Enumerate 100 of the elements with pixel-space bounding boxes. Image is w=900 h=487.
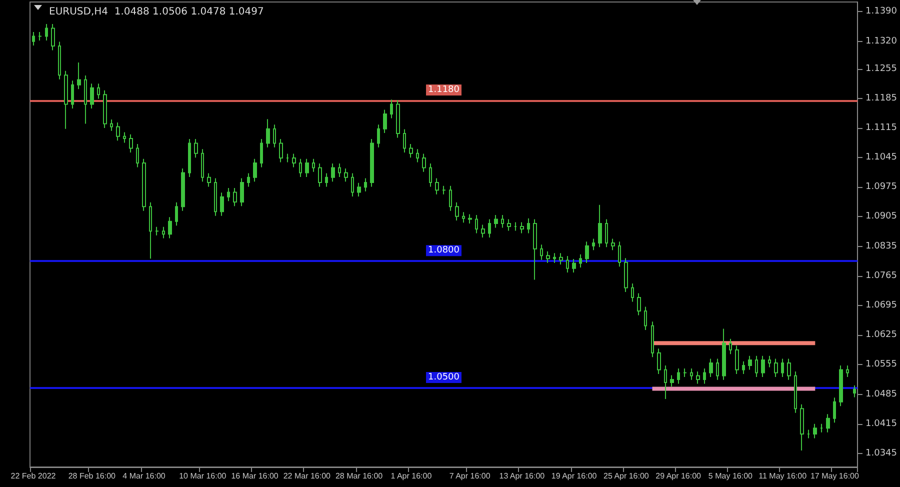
candlestick [624, 258, 628, 292]
candlestick [214, 178, 217, 216]
y-tick-label: 1.0555 [866, 360, 898, 370]
candlestick [637, 292, 641, 316]
candlestick [299, 158, 302, 178]
x-tick-label: 13 Apr 16:00 [499, 472, 546, 480]
candlestick [383, 109, 387, 134]
x-tick-label: 28 Mar 16:00 [335, 472, 384, 480]
candlestick [155, 226, 159, 236]
candlestick [449, 185, 452, 212]
y-tick-label: 1.1255 [866, 64, 898, 74]
candlestick [110, 119, 113, 132]
candlestick [768, 355, 771, 368]
candlestick [273, 124, 276, 148]
candlestick [162, 226, 165, 239]
candlestick [579, 254, 582, 268]
y-tick-label: 1.0345 [866, 448, 898, 458]
candlestick [794, 370, 797, 414]
ref-line-label: 1.0800 [428, 246, 460, 256]
ref-line-label: 1.1180 [428, 84, 460, 95]
candlestick [351, 172, 354, 197]
candlestick [833, 397, 836, 424]
y-tick-label: 1.0415 [866, 418, 898, 429]
candlestick [71, 80, 74, 110]
y-tick-label: 1.1390 [866, 6, 898, 17]
candlestick [38, 32, 42, 41]
candlestick [318, 162, 322, 188]
candlestick [429, 162, 432, 188]
candlestick [409, 144, 413, 158]
candlestick [396, 100, 400, 138]
candlestick [279, 138, 283, 163]
candlestick [800, 404, 804, 452]
candlestick [774, 358, 778, 378]
candlestick [585, 241, 589, 264]
candlestick [312, 158, 315, 172]
candlestick [416, 148, 419, 163]
candlestick [520, 222, 524, 234]
candlestick [735, 345, 739, 374]
x-tick-label: 28 Feb 16:00 [68, 472, 116, 480]
candlestick [605, 218, 608, 248]
candlestick [527, 218, 530, 234]
candlestick [853, 384, 856, 398]
candlestick [247, 172, 250, 188]
y-tick-label: 1.0835 [866, 241, 898, 252]
y-tick-label: 1.1320 [866, 36, 898, 46]
candlestick [149, 202, 152, 260]
candlestick [566, 256, 569, 274]
candlestick [690, 368, 693, 380]
candlestick [664, 365, 667, 400]
candlestick [546, 250, 550, 264]
candlestick [572, 258, 576, 274]
candlestick [462, 212, 465, 224]
candlestick [77, 62, 81, 90]
candlestick [90, 83, 94, 110]
candlestick [188, 138, 191, 178]
candlestick [683, 368, 687, 378]
candlestick [168, 216, 172, 239]
x-tick-label: 1 Apr 16:00 [390, 472, 432, 480]
y-tick-label: 1.0625 [866, 330, 898, 340]
x-tick-label: 22 Feb 2022 [10, 472, 56, 480]
x-tick-label: 16 Mar 16:00 [231, 472, 279, 480]
candlestick [703, 368, 706, 384]
candlestick [494, 214, 498, 228]
candlestick [787, 358, 791, 380]
y-tick-label: 1.0765 [866, 270, 898, 281]
candlestick [631, 283, 634, 302]
candlestick [742, 360, 745, 374]
candlestick [455, 202, 459, 222]
candlestick [468, 214, 472, 224]
candlestick [370, 138, 374, 188]
candlestick [559, 252, 563, 266]
candlestick [670, 374, 674, 388]
candlestick [266, 118, 270, 148]
candlestick [696, 370, 700, 384]
candlestick [442, 185, 446, 195]
candlestick [729, 338, 732, 355]
candlestick [377, 124, 380, 148]
candlestick [761, 355, 765, 378]
x-tick-label: 29 Apr 16:00 [656, 472, 702, 480]
candlestick [253, 158, 257, 182]
candlestick [331, 162, 335, 182]
candlestick [592, 238, 595, 251]
candlestick [748, 355, 752, 370]
candlestick [123, 132, 126, 144]
candlestick [51, 23, 55, 51]
candlestick [207, 172, 211, 188]
x-tick-label: 7 Apr 16:00 [449, 472, 491, 480]
candlestick [475, 214, 478, 234]
candlestick [533, 218, 537, 280]
candlestick [64, 70, 68, 130]
candlestick [820, 423, 823, 433]
candlestick [813, 423, 817, 439]
candlestick [618, 241, 621, 268]
candlestick [220, 192, 224, 216]
candlestick [709, 358, 713, 378]
x-tick-label: 4 Mar 16:00 [122, 472, 166, 480]
chart-title: EURUSD,H4 1.0488 1.0506 1.0478 1.0497 [49, 6, 264, 18]
y-tick-label: 1.1185 [866, 93, 898, 104]
candlestick [553, 252, 556, 264]
candlestick [807, 429, 810, 439]
